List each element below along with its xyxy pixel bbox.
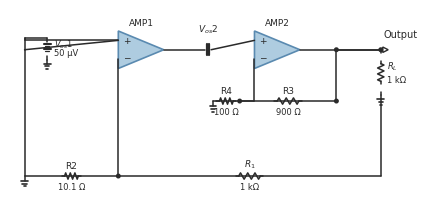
Text: $R_L$
1 kΩ: $R_L$ 1 kΩ	[387, 60, 406, 85]
Polygon shape	[383, 47, 388, 52]
Text: Output: Output	[384, 30, 418, 40]
Circle shape	[335, 99, 338, 103]
Text: −: −	[123, 54, 131, 62]
Text: R4: R4	[220, 87, 232, 96]
Text: AMP2: AMP2	[265, 19, 289, 28]
Text: −: −	[259, 54, 267, 62]
Text: 100 Ω: 100 Ω	[214, 108, 239, 117]
Text: +: +	[259, 37, 267, 46]
Text: 10.1 Ω: 10.1 Ω	[58, 183, 85, 192]
Polygon shape	[118, 31, 164, 69]
Text: 900 Ω: 900 Ω	[276, 108, 300, 117]
Text: 1 kΩ: 1 kΩ	[240, 183, 259, 192]
Circle shape	[238, 99, 241, 103]
Text: R2: R2	[66, 162, 77, 171]
Circle shape	[335, 48, 338, 51]
Text: +: +	[123, 37, 131, 46]
Circle shape	[117, 174, 120, 178]
Text: 50 μV: 50 μV	[54, 49, 79, 58]
Text: $R_1$: $R_1$	[244, 159, 255, 171]
Text: AMP1: AMP1	[128, 19, 153, 28]
Polygon shape	[254, 31, 300, 69]
Text: $V_{os}$1: $V_{os}$1	[54, 38, 73, 51]
Circle shape	[379, 48, 383, 51]
Text: $V_{os}$2: $V_{os}$2	[198, 23, 218, 36]
Text: R3: R3	[282, 87, 294, 96]
